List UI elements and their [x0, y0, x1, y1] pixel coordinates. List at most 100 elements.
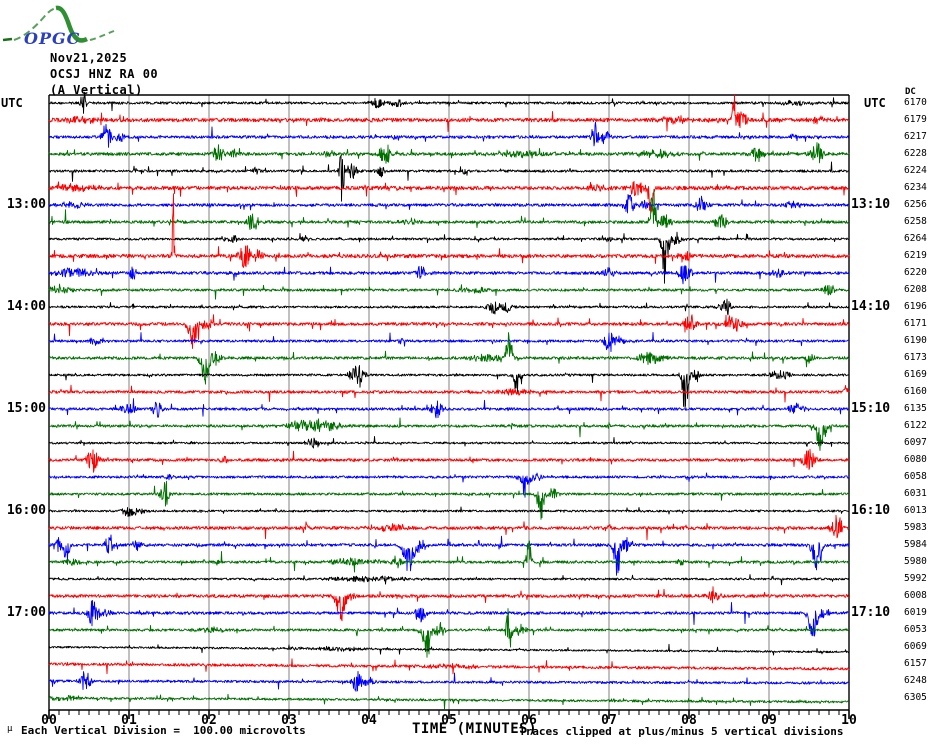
trace-16:40 — [48, 574, 850, 586]
trace-17:10 — [48, 608, 850, 658]
dc-value-12:50: 6234 — [904, 182, 927, 193]
trace-17:40 — [48, 670, 850, 692]
trace-12:20 — [48, 121, 849, 148]
trace-17:50 — [48, 693, 850, 710]
dc-value-17:10: 6053 — [904, 624, 927, 635]
dc-value-12:00: 6170 — [904, 97, 927, 108]
dc-value-16:10: 5983 — [904, 522, 927, 533]
dc-value-17:00: 6019 — [904, 607, 927, 618]
dc-value-13:20: 6264 — [904, 233, 927, 244]
trace-12:00 — [48, 91, 850, 114]
dc-value-15:10: 6122 — [904, 420, 927, 431]
trace-16:20 — [48, 534, 850, 576]
dc-value-12:30: 6228 — [904, 148, 927, 159]
trace-12:10 — [48, 94, 850, 132]
trace-13:30 — [48, 193, 850, 268]
dc-value-16:40: 5992 — [904, 573, 927, 584]
trace-17:00 — [48, 600, 850, 637]
x-tick-label-00: 00 — [41, 713, 57, 728]
xaxis-title: TIME (MINUTES) — [412, 721, 538, 737]
logo-dash-right — [89, 30, 115, 41]
trace-15:50 — [48, 480, 850, 520]
x-tick-label-05: 05 — [441, 713, 457, 728]
trace-14:30 — [48, 332, 850, 385]
dc-value-13:40: 6220 — [904, 267, 927, 278]
left-time-label-17:00: 17:00 — [6, 605, 46, 620]
logo-dash-left — [2, 37, 13, 42]
utc-label-left: UTC — [1, 96, 23, 110]
trace-14:20 — [48, 331, 850, 353]
logo-peak-curve — [55, 5, 89, 43]
dc-value-16:30: 5980 — [904, 556, 927, 567]
left-time-label-15:00: 15:00 — [6, 401, 46, 416]
trace-12:50 — [48, 180, 850, 214]
trace-14:00 — [48, 298, 850, 316]
trace-17:30 — [48, 658, 850, 675]
trace-15:10 — [48, 417, 850, 451]
dc-value-15:00: 6135 — [904, 403, 927, 414]
dc-value-12:40: 6224 — [904, 165, 927, 176]
microvolt-mark: μ — [7, 724, 13, 734]
x-tick-label-07: 07 — [601, 713, 617, 728]
dc-value-17:30: 6157 — [904, 658, 927, 669]
trace-13:00 — [48, 194, 850, 214]
trace-14:10 — [48, 314, 850, 349]
x-tick-label-10: 10 — [841, 713, 857, 728]
right-time-label-16:10: 16:10 — [851, 503, 891, 518]
trace-12:40 — [48, 155, 850, 202]
dc-value-17:20: 6069 — [904, 641, 927, 652]
dc-value-14:10: 6171 — [904, 318, 927, 329]
dc-value-17:50: 6305 — [904, 692, 927, 703]
dc-value-14:40: 6169 — [904, 369, 927, 380]
trace-13:10 — [48, 189, 849, 231]
left-time-label-16:00: 16:00 — [6, 503, 46, 518]
logo-rise-curve — [13, 7, 57, 41]
trace-12:30 — [48, 142, 850, 164]
dc-value-15:40: 6058 — [904, 471, 927, 482]
dc-column-header: DC — [905, 87, 916, 97]
clip-note: Traces clipped at plus/minus 5 vertical … — [519, 725, 844, 738]
dc-value-17:40: 6248 — [904, 675, 927, 686]
trace-16:10 — [48, 514, 850, 541]
trace-15:40 — [48, 472, 850, 498]
right-time-label-13:10: 13:10 — [851, 197, 891, 212]
x-tick-label-08: 08 — [681, 713, 697, 728]
header-component: (A Vertical) — [50, 83, 143, 97]
dc-value-13:00: 6256 — [904, 199, 927, 210]
trace-15:00 — [48, 398, 850, 419]
dc-value-14:30: 6173 — [904, 352, 927, 363]
dc-value-15:20: 6097 — [904, 437, 927, 448]
trace-15:30 — [48, 448, 850, 473]
trace-13:20 — [48, 231, 850, 284]
dc-value-15:30: 6080 — [904, 454, 927, 465]
trace-14:40 — [48, 365, 850, 408]
header-date: Nov21,2025 — [50, 51, 128, 65]
x-tick-label-03: 03 — [281, 713, 297, 728]
dc-value-13:10: 6258 — [904, 216, 927, 227]
x-tick-label-09: 09 — [761, 713, 777, 728]
trace-17:20 — [48, 643, 850, 656]
division-note: Each Vertical Division = 100.00 microvol… — [21, 724, 306, 737]
left-time-label-14:00: 14:00 — [6, 299, 46, 314]
x-tick-label-01: 01 — [121, 713, 137, 728]
dc-value-16:00: 6013 — [904, 505, 927, 516]
utc-label-right: UTC — [864, 96, 886, 110]
dc-value-12:20: 6217 — [904, 131, 927, 142]
dc-value-12:10: 6179 — [904, 114, 927, 125]
header-station: OCSJ HNZ RA 00 — [50, 67, 159, 81]
dc-value-14:00: 6196 — [904, 301, 927, 312]
logo-text: OPGC — [24, 29, 80, 48]
left-time-label-13:00: 13:00 — [6, 197, 46, 212]
opgc-logo: OPGC — [2, 5, 115, 48]
trace-14:50 — [48, 384, 850, 403]
trace-13:40 — [48, 265, 850, 285]
dc-value-14:20: 6190 — [904, 335, 927, 346]
dc-value-14:50: 6160 — [904, 386, 927, 397]
trace-15:20 — [48, 435, 850, 449]
dc-value-13:50: 6208 — [904, 284, 927, 295]
trace-16:30 — [48, 540, 850, 573]
x-tick-label-02: 02 — [201, 713, 217, 728]
dc-value-15:50: 6031 — [904, 488, 927, 499]
